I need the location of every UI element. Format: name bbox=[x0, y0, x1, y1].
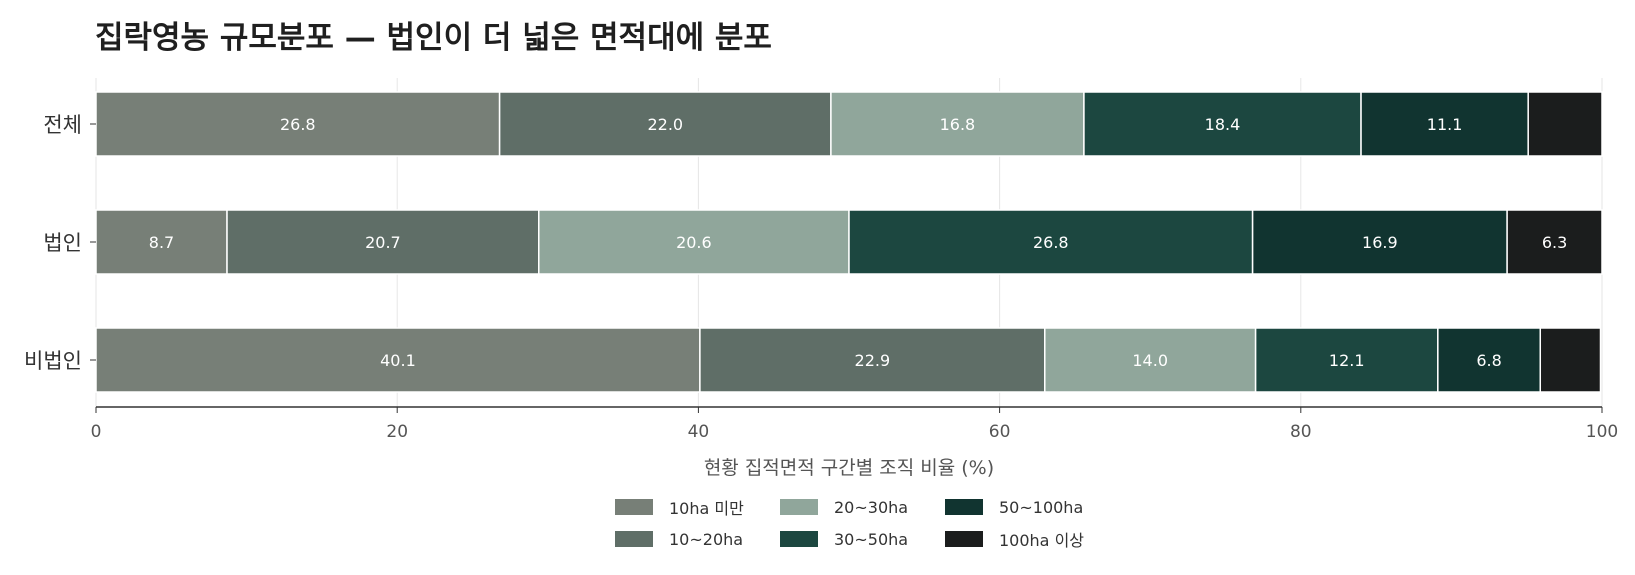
legend-item: 100ha 이상 bbox=[945, 529, 1110, 550]
data-label: 8.7 bbox=[149, 233, 174, 252]
bars bbox=[95, 91, 1603, 393]
legend-item: 50~100ha bbox=[945, 497, 1110, 517]
legend-label: 100ha 이상 bbox=[999, 531, 1085, 550]
legend-label: 10ha 미만 bbox=[669, 499, 744, 518]
legend-label: 10~20ha bbox=[669, 529, 744, 549]
bar-segment bbox=[1437, 327, 1542, 393]
bar-segment bbox=[1254, 327, 1439, 393]
bar-segment bbox=[699, 327, 1046, 393]
legend: 10ha 미만 20~30ha 50~100ha 10~20ha 30~50ha 100h… bbox=[615, 497, 1115, 550]
legend-swatch bbox=[780, 531, 818, 547]
x-tick-label: 0 bbox=[91, 422, 102, 442]
data-label: 22.9 bbox=[855, 351, 891, 370]
data-label: 22.0 bbox=[647, 115, 683, 134]
y-tick-label: 전체 bbox=[43, 113, 82, 137]
data-label: 12.1 bbox=[1329, 351, 1365, 370]
data-label: 18.4 bbox=[1205, 115, 1241, 134]
data-label: 26.8 bbox=[280, 115, 316, 134]
y-tick-label: 법인 bbox=[43, 231, 82, 255]
data-label: 26.8 bbox=[1033, 233, 1069, 252]
bar-segment bbox=[1506, 209, 1603, 275]
bar-segment bbox=[1044, 327, 1257, 393]
data-label: 11.1 bbox=[1427, 115, 1463, 134]
bar-segment bbox=[538, 209, 850, 275]
x-axis-label: 현황 집적면적 구간별 조직 비율 (%) bbox=[704, 457, 994, 479]
bar-segment bbox=[1251, 209, 1508, 275]
bar-segment bbox=[1083, 91, 1362, 157]
legend-label: 30~50ha bbox=[834, 529, 909, 549]
legend-item: 10~20ha bbox=[615, 529, 780, 549]
data-label: 20.6 bbox=[676, 233, 712, 252]
legend-swatch bbox=[945, 499, 983, 515]
data-labels: 26.8 22.0 16.8 18.4 11.1 8.7 20.7 20.6 26.8 16.9 6… bbox=[149, 115, 1568, 370]
bar-segment bbox=[498, 91, 832, 157]
bar-segment bbox=[1539, 327, 1602, 393]
data-label: 16.9 bbox=[1362, 233, 1398, 252]
bar-segment bbox=[226, 209, 540, 275]
legend-swatch bbox=[615, 531, 653, 547]
legend-label: 50~100ha bbox=[999, 497, 1084, 517]
x-tick-label: 60 bbox=[989, 422, 1011, 442]
data-label: 6.8 bbox=[1476, 351, 1501, 370]
data-label: 40.1 bbox=[380, 351, 416, 370]
bar-segment bbox=[848, 209, 1254, 275]
y-tick-label: 비법인 bbox=[24, 349, 82, 373]
legend-swatch bbox=[615, 499, 653, 515]
legend-item: 30~50ha bbox=[780, 529, 945, 549]
data-label: 20.7 bbox=[365, 233, 401, 252]
bar-segment bbox=[95, 209, 228, 275]
chart-title: 집락영농 규모분포 — 법인이 더 넓은 면적대에 분포 bbox=[95, 20, 772, 56]
bar-segment bbox=[1360, 91, 1529, 157]
data-label: 6.3 bbox=[1542, 233, 1567, 252]
legend-swatch bbox=[780, 499, 818, 515]
x-tick-label: 80 bbox=[1290, 422, 1312, 442]
x-tick-label: 20 bbox=[386, 422, 408, 442]
legend-label: 20~30ha bbox=[834, 497, 909, 517]
bar-segment bbox=[1527, 91, 1603, 157]
x-tick-label: 40 bbox=[688, 422, 710, 442]
legend-item: 10ha 미만 bbox=[615, 497, 780, 518]
bar-segment bbox=[830, 91, 1085, 157]
legend-swatch bbox=[945, 531, 983, 547]
data-label: 16.8 bbox=[940, 115, 976, 134]
legend-item: 20~30ha bbox=[780, 497, 945, 517]
data-label: 14.0 bbox=[1132, 351, 1168, 370]
x-tick-label: 100 bbox=[1586, 422, 1618, 442]
